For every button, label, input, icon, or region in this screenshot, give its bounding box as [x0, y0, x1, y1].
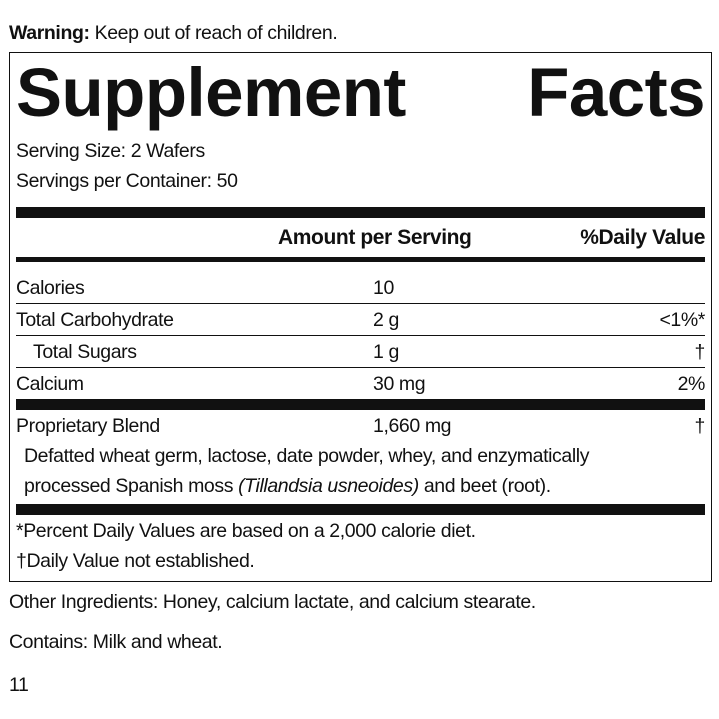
serving-size: Serving Size: 2 Wafers	[16, 140, 205, 162]
title-word-2: Facts	[527, 54, 705, 131]
blend-description-2: processed Spanish moss (Tillandsia usneo…	[24, 475, 551, 497]
servings-per-container: Servings per Container: 50	[16, 170, 238, 192]
row-name: Calories	[16, 277, 85, 299]
warning-label: Warning:	[9, 22, 90, 44]
row-amount: 10	[373, 277, 394, 299]
blend-description-1: Defatted wheat germ, lactose, date powde…	[24, 445, 590, 467]
row-amount: 30 mg	[373, 373, 426, 395]
row-amount: 2 g	[373, 309, 399, 331]
footnote-dagger: †Daily Value not established.	[16, 550, 255, 572]
medium-divider	[16, 257, 705, 262]
blend-amount: 1,660 mg	[373, 415, 452, 437]
desc-text: and beet (root).	[418, 475, 551, 497]
row-name: Total Sugars	[33, 341, 137, 363]
warning: Warning: Keep out of reach of children.	[9, 22, 338, 44]
header-amount: Amount per Serving	[278, 226, 472, 249]
row-dv: <1%*	[659, 309, 705, 331]
row-dv: †	[694, 341, 706, 363]
header-daily-value: %Daily Value	[580, 226, 705, 249]
row-divider	[16, 303, 705, 304]
blend-name: Proprietary Blend	[16, 415, 160, 437]
supplement-facts-panel	[9, 52, 712, 582]
botanical-name: (Tillandsia usneoides)	[238, 475, 419, 497]
desc-text: processed Spanish moss	[24, 475, 239, 497]
footnote-dv: *Percent Daily Values are based on a 2,0…	[16, 520, 476, 542]
row-name: Total Carbohydrate	[16, 309, 174, 331]
row-name: Calcium	[16, 373, 84, 395]
contains: Contains: Milk and wheat.	[9, 631, 223, 653]
blend-dv: †	[694, 415, 706, 437]
row-divider	[16, 335, 705, 336]
thick-divider	[16, 399, 705, 410]
warning-text: Keep out of reach of children.	[94, 22, 338, 44]
thick-divider	[16, 504, 705, 515]
row-dv: 2%	[677, 373, 706, 395]
row-amount: 1 g	[373, 341, 399, 363]
row-divider	[16, 367, 705, 368]
panel-title: Supplement Facts	[16, 58, 705, 127]
title-word-1: Supplement	[16, 54, 406, 131]
page-number: 11	[9, 674, 29, 696]
other-ingredients: Other Ingredients: Honey, calcium lactat…	[9, 591, 536, 613]
thick-divider	[16, 207, 705, 218]
